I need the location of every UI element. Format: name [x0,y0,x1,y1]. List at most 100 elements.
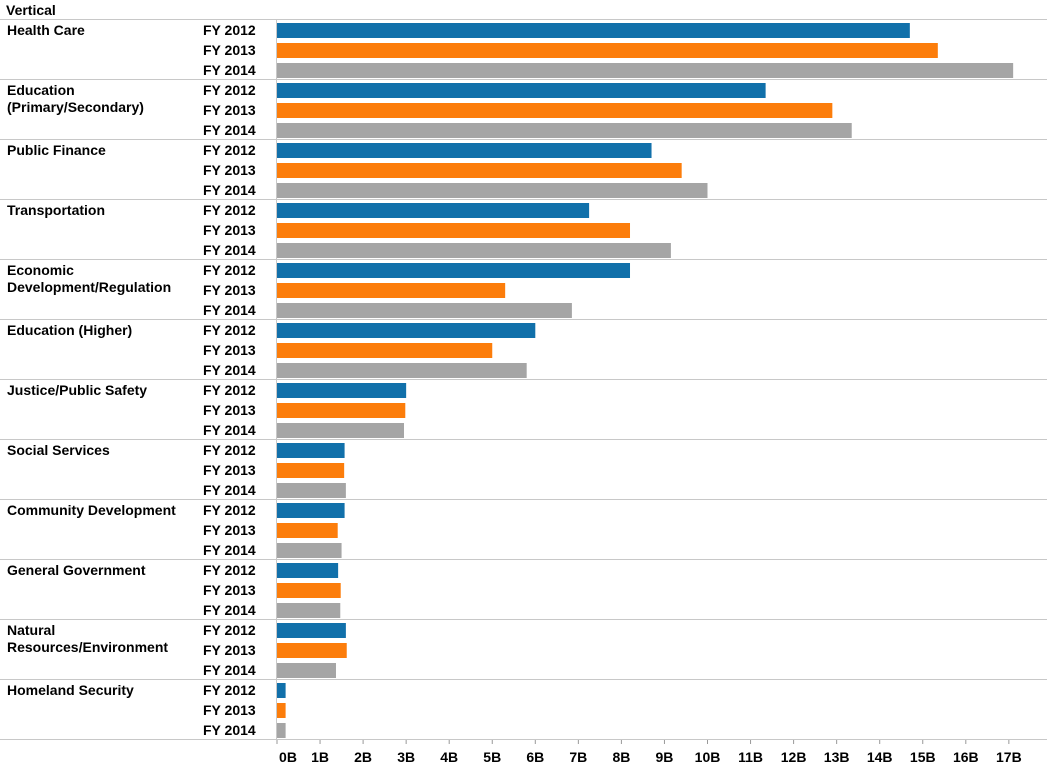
bar [277,583,341,598]
x-tick-label: 15B [910,749,936,765]
category-label: Homeland Security [7,682,134,698]
bar [277,283,506,298]
year-label: FY 2012 [203,142,256,158]
year-label: FY 2012 [203,682,256,698]
category-label: Transportation [7,202,105,218]
bar [277,603,341,618]
category-label: Education (Primary/Secondary) [7,82,144,115]
bar [277,403,406,418]
bar [277,663,336,678]
year-label: FY 2013 [203,42,256,58]
category-label: Education (Higher) [7,322,132,338]
year-label: FY 2013 [203,102,256,118]
x-tick-label: 2B [354,749,372,765]
bar [277,683,286,698]
year-label: FY 2013 [203,522,256,538]
year-label: FY 2014 [203,242,256,258]
vertical-header: Vertical [6,2,56,18]
bar [277,43,938,58]
bar [277,623,346,638]
year-label: FY 2012 [203,262,256,278]
x-tick-label: 8B [612,749,630,765]
x-tick-label: 11B [738,749,763,765]
year-label: FY 2012 [203,502,256,518]
bar [277,23,910,38]
year-label: FY 2013 [203,702,256,718]
x-tick-label: 6B [526,749,544,765]
year-label: FY 2012 [203,82,256,98]
year-label: FY 2013 [203,402,256,418]
bar [277,243,671,258]
year-label: FY 2014 [203,542,256,558]
x-tick-label: 13B [824,749,850,765]
bar [277,443,345,458]
category-label: General Government [7,562,146,578]
year-label: FY 2013 [203,222,256,238]
x-tick-label: 0B [279,749,297,765]
bar [277,83,766,98]
bar [277,643,347,658]
bar [277,563,339,578]
x-axis: 0B 1B 2B 3B 4B 5B 6B 7B 8B 9B 10B 11B 12B 13B 14B 15B 16… [276,19,1022,765]
year-label: FY 2014 [203,722,256,738]
year-label: FY 2014 [203,422,256,438]
year-label: FY 2014 [203,182,256,198]
year-label: FY 2012 [203,22,256,38]
bar [277,503,345,518]
x-tick-label: 16B [953,749,979,765]
year-label: FY 2012 [203,622,256,638]
year-labels: FY 2012 FY 2013 FY 2014 FY 2012 FY 2013 FY 20… [203,22,256,738]
year-label: FY 2013 [203,162,256,178]
bar [277,303,572,318]
x-tick-label: 3B [397,749,415,765]
bar [277,203,590,218]
year-label: FY 2012 [203,322,256,338]
year-label: FY 2014 [203,602,256,618]
year-label: FY 2014 [203,122,256,138]
year-label: FY 2013 [203,282,256,298]
bar [277,103,833,118]
year-label: FY 2013 [203,582,256,598]
bar [277,183,708,198]
category-label: Health Care [7,22,85,38]
bar [277,263,631,278]
x-tick-label: 4B [440,749,458,765]
bar [277,143,652,158]
bar [277,703,286,718]
year-label: FY 2014 [203,362,256,378]
bar [277,123,852,138]
bar [277,363,527,378]
bar [277,423,404,438]
year-label: FY 2014 [203,482,256,498]
x-tick-label: 1B [311,749,329,765]
bar [277,63,1014,78]
year-label: FY 2012 [203,562,256,578]
category-label: Community Development [7,502,176,518]
year-label: FY 2014 [203,62,256,78]
year-label: FY 2012 [203,382,256,398]
bars [277,23,1014,738]
bar [277,483,346,498]
bar [277,223,631,238]
x-tick-label: 10B [695,749,721,765]
bar [277,463,345,478]
x-tick-label: 5B [483,749,501,765]
category-label: Public Finance [7,142,106,158]
year-label: FY 2013 [203,462,256,478]
year-label: FY 2014 [203,662,256,678]
bar [277,383,407,398]
x-tick-label: 14B [867,749,893,765]
bar [277,323,536,338]
x-tick-label: 9B [655,749,673,765]
bar [277,723,286,738]
year-label: FY 2014 [203,302,256,318]
x-tick-label: 7B [569,749,587,765]
category-label: Natural Resources/Environment [7,622,168,655]
bar [277,543,342,558]
x-tick-label: 17B [996,749,1022,765]
x-tick-label: 12B [781,749,807,765]
year-label: FY 2012 [203,202,256,218]
bar [277,343,493,358]
year-label: FY 2012 [203,442,256,458]
